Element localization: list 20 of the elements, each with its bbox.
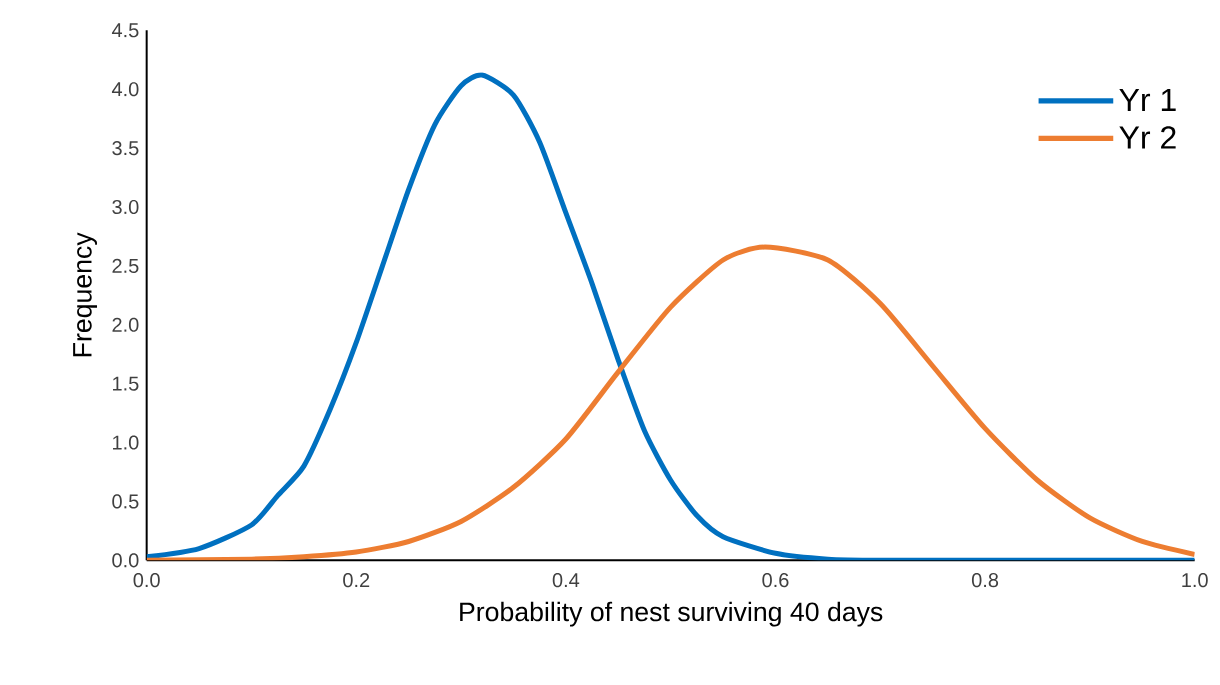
x-axis-title: Probability of nest surviving 40 days	[460, 601, 883, 627]
y-tick-label: 3.0	[112, 199, 139, 214]
y-axis-title: Frequency	[73, 232, 98, 356]
x-tick-label: 0.2	[343, 572, 370, 588]
x-tick-label: 0.6	[762, 572, 789, 588]
x-tick-label: 0.8	[971, 572, 999, 588]
legend-label: Yr 2	[1119, 126, 1176, 149]
y-tick-label: 2.5	[112, 258, 139, 273]
y-tick-label: 0.5	[112, 494, 139, 509]
y-tick-label: 1.5	[113, 376, 139, 391]
y-tick-label: 4.5	[111, 23, 139, 38]
y-tick-label: 1.0	[113, 435, 139, 450]
x-tick-label: 0.0	[133, 572, 160, 588]
y-tick-label: 3.5	[112, 140, 139, 156]
y-tick-label: 2.0	[112, 317, 139, 332]
legend-label: Yr 1	[1119, 88, 1176, 111]
y-tick-label: 4.0	[111, 81, 139, 97]
x-tick-label: 0.4	[552, 572, 580, 588]
y-tick-label: 0.0	[112, 553, 139, 568]
x-tick-label: 1.0	[1182, 572, 1208, 588]
